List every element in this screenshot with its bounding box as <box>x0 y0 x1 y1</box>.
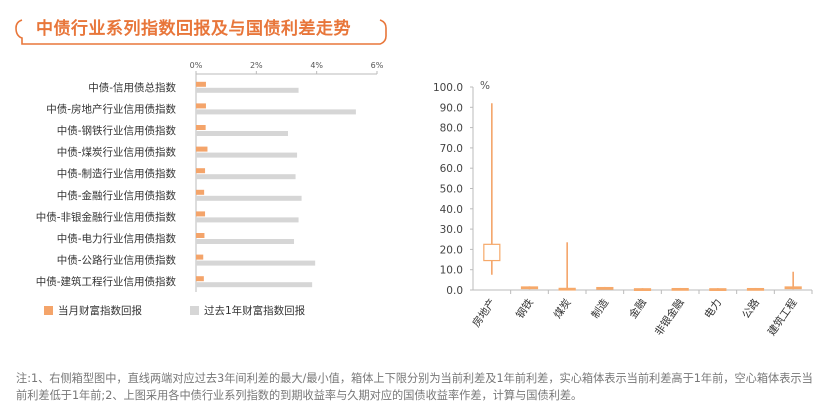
x-category-label: 建筑工程 <box>765 296 800 338</box>
y-tick-label: 40.0 <box>440 204 463 216</box>
x-category-label: 金融 <box>626 296 649 321</box>
bar-past-year <box>196 109 356 115</box>
y-tick-label: 100.0 <box>433 82 463 94</box>
box-制造 <box>596 286 614 290</box>
category-label: 中债-非银金融行业信用债指数 <box>36 210 177 223</box>
x-category-label: 煤炭 <box>551 296 574 321</box>
bar-past-year <box>196 217 299 223</box>
bar-past-year <box>196 174 296 180</box>
category-label: 中债-煤炭行业信用债指数 <box>57 146 177 159</box>
bar-current-month <box>196 146 208 152</box>
category-label: 中债-信用债总指数 <box>88 81 176 94</box>
x-category-label: 电力 <box>702 296 725 321</box>
bar-current-month <box>196 254 204 260</box>
y-tick-label: 10.0 <box>440 265 463 277</box>
bar-current-month <box>196 168 206 174</box>
box-公路 <box>746 287 765 291</box>
box-煤炭 <box>558 287 576 291</box>
category-label: 中债-电力行业信用债指数 <box>57 232 177 245</box>
x-tick-label: 2% <box>250 61 263 70</box>
x-category-label: 非银金融 <box>652 296 687 338</box>
category-label: 中债-公路行业信用债指数 <box>57 254 177 267</box>
box-建筑工程 <box>784 286 802 290</box>
box-钢铁 <box>520 286 539 290</box>
y-tick-label: 20.0 <box>440 244 463 256</box>
bar-past-year <box>196 282 313 288</box>
y-tick-label: 70.0 <box>440 143 463 155</box>
x-tick-label: 6% <box>371 61 384 70</box>
y-tick-label: 30.0 <box>440 224 463 236</box>
category-label: 中债-建筑工程行业信用债指数 <box>36 275 177 288</box>
bar-current-month <box>196 211 206 217</box>
bar-past-year <box>196 152 298 158</box>
box-非银金融 <box>671 287 689 291</box>
bar-current-month <box>196 233 205 238</box>
box-电力 <box>709 288 727 291</box>
legend-swatch-past-year <box>190 306 199 315</box>
unit-label: % <box>480 80 490 92</box>
legend-label-past-year: 过去1年财富指数回报 <box>204 304 306 317</box>
category-label: 中债-钢铁行业信用债指数 <box>57 124 177 137</box>
x-tick-label: 4% <box>310 61 323 70</box>
category-label: 中债-金融行业信用债指数 <box>57 189 177 202</box>
box-房地产 <box>483 243 501 262</box>
bar-current-month <box>196 276 204 282</box>
bar-current-month <box>196 103 206 109</box>
box-金融 <box>633 288 652 291</box>
box-chart: % 0.0 10.0 20.0 30.0 40.0 50.0 60.0 70.0 80.0 90.0… <box>433 80 813 338</box>
bar-past-year <box>196 131 289 136</box>
bar-current-month <box>196 189 205 195</box>
y-tick-label: 50.0 <box>440 184 463 196</box>
bar-current-month <box>196 125 206 130</box>
x-tick-label: 0% <box>190 61 203 70</box>
category-label: 中债-制造行业信用债指数 <box>57 167 177 180</box>
title-banner: 中债行业系列指数回报及与国债利差走势 <box>8 6 388 50</box>
bar-chart: 0% 2% 4% 6% 中债-信用债总指数中债-房地产行业信用债指数中债-钢铁行业信用债… <box>36 61 384 317</box>
x-category-label: 公路 <box>739 296 762 321</box>
bar-past-year <box>196 260 316 266</box>
y-tick-label: 90.0 <box>440 102 463 114</box>
y-tick-label: 0.0 <box>446 285 463 297</box>
legend-label-current-month: 当月财富指数回报 <box>58 304 142 317</box>
page-title: 中债行业系列指数回报及与国债利差走势 <box>36 19 351 39</box>
category-label: 中债-房地产行业信用债指数 <box>46 102 176 115</box>
bar-past-year <box>196 195 302 201</box>
y-tick-label: 80.0 <box>440 123 463 135</box>
bar-current-month <box>196 81 206 87</box>
footnote: 注:1、右侧箱型图中，直线两端对应过去3年间利差的最大/最小值，箱体上下限分别为… <box>16 372 813 402</box>
x-category-label: 钢铁 <box>513 296 536 321</box>
bar-past-year <box>196 239 295 244</box>
x-category-label: 房地产 <box>470 296 499 329</box>
title-frame <box>15 19 387 45</box>
y-tick-label: 60.0 <box>440 163 463 175</box>
x-category-label: 制造 <box>589 296 612 321</box>
legend-swatch-current-month <box>44 306 53 315</box>
bar-past-year <box>196 87 299 93</box>
